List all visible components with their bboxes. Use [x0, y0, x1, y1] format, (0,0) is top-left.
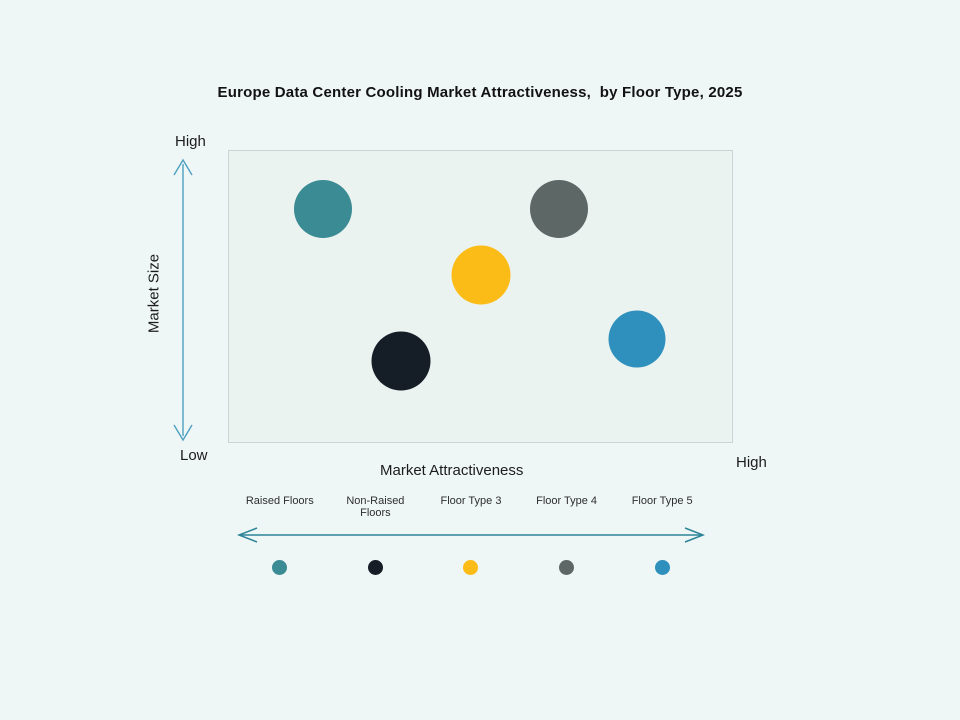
legend-label-text: Floor Type 3: [440, 495, 502, 507]
bubble-raised-floors: [293, 180, 352, 239]
y-axis-low-label: Low: [180, 447, 208, 464]
legend-label-text: Floor Type 5: [631, 495, 693, 507]
legend-label-floor-type-4: Floor Type 4: [519, 495, 615, 525]
bubble-floor-type-3: [451, 245, 510, 305]
plot-area: [228, 150, 733, 443]
legend: Raised Floors Non-Raised Floors Floor Type…: [232, 495, 710, 575]
legend-dot-raised-floors: [272, 560, 288, 575]
legend-label-raised-floors: Raised Floors: [232, 495, 328, 525]
legend-dot-floor-type-5: [654, 560, 670, 575]
bubble-floor-type-5: [608, 310, 666, 368]
legend-label-text: Raised Floors: [245, 495, 314, 507]
legend-dot-cell-floor-type-4: [519, 560, 615, 575]
legend-label-text: Floor Type 4: [536, 495, 598, 507]
legend-axis-arrow-icon: [236, 527, 706, 543]
x-axis-high-label: High: [736, 454, 767, 471]
chart-title: Europe Data Center Cooling Market Attrac…: [217, 84, 743, 101]
legend-label-floor-type-3: Floor Type 3: [423, 495, 519, 525]
bubble-floor-type-4: [530, 180, 589, 239]
legend-labels-row: Raised Floors Non-Raised Floors Floor Type…: [232, 495, 710, 525]
y-axis-high-label: High: [175, 133, 206, 150]
x-axis-title: Market Attractiveness: [380, 462, 524, 479]
legend-dot-non-raised-floors: [367, 560, 383, 575]
legend-dot-floor-type-3: [463, 560, 479, 575]
y-axis-arrow-icon: [173, 158, 193, 442]
legend-dot-cell-floor-type-3: [423, 560, 519, 575]
legend-label-floor-type-5: Floor Type 5: [614, 495, 710, 525]
y-axis-title: Market Size: [145, 253, 163, 334]
legend-label-text: Non-Raised Floors: [346, 495, 405, 520]
legend-dots-row: [232, 560, 710, 575]
legend-dot-cell-floor-type-5: [614, 560, 710, 575]
legend-label-non-raised-floors: Non-Raised Floors: [328, 495, 424, 525]
legend-dot-cell-raised-floors: [232, 560, 328, 575]
bubble-non-raised-floors: [371, 331, 431, 391]
legend-dot-floor-type-4: [559, 560, 575, 575]
legend-dot-cell-non-raised-floors: [328, 560, 424, 575]
